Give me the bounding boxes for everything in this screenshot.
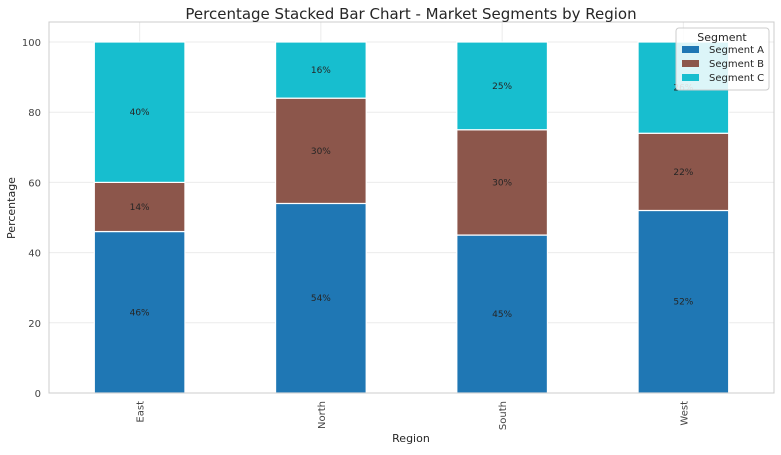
legend-swatch <box>682 74 699 81</box>
y-tick-label: 0 <box>35 389 41 400</box>
x-tick-label: West <box>679 401 690 426</box>
x-tick-label: East <box>136 401 147 423</box>
data-label: 40% <box>130 108 150 118</box>
data-label: 54% <box>311 294 331 304</box>
legend-entry: Segment C <box>709 73 764 84</box>
data-label: 45% <box>492 310 512 320</box>
data-label: 25% <box>492 82 512 92</box>
data-label: 14% <box>130 203 150 213</box>
data-label: 46% <box>130 308 150 318</box>
data-label: 22% <box>673 168 693 178</box>
y-tick-label: 100 <box>22 38 41 49</box>
x-tick-label: South <box>498 401 509 430</box>
bar-segment <box>274 97 367 205</box>
legend-entry: Segment B <box>709 59 764 70</box>
y-tick-label: 80 <box>28 108 41 119</box>
data-label: 30% <box>311 147 331 157</box>
legend-title: Segment <box>697 31 747 44</box>
data-label: 52% <box>673 298 693 308</box>
bar-segment <box>456 41 549 131</box>
legend-swatch <box>682 46 699 53</box>
y-axis-ticks: 0 20 40 60 80 100 <box>22 38 41 400</box>
legend-swatch <box>682 60 699 67</box>
x-axis-label: Region <box>392 432 430 445</box>
bar-segment <box>456 234 549 394</box>
legend-entry: Segment A <box>709 45 764 56</box>
data-label: 16% <box>311 66 331 76</box>
legend-box <box>675 27 770 91</box>
bar-segment <box>93 230 186 394</box>
bars <box>93 41 730 394</box>
bar-segment <box>93 181 186 233</box>
plot-frame <box>48 21 775 394</box>
y-tick-label: 20 <box>28 319 41 330</box>
y-axis-label: Percentage <box>5 177 18 239</box>
data-label: 30% <box>492 178 512 188</box>
chart-title: Percentage Stacked Bar Chart - Market Se… <box>185 5 636 23</box>
bar-segment <box>93 41 186 183</box>
legend-items: Segment A Segment B Segment C <box>682 45 764 84</box>
legend: Segment Segment A Segment B Segment C <box>675 27 770 91</box>
y-tick-label: 60 <box>28 178 41 189</box>
y-tick-label: 40 <box>28 249 41 260</box>
x-axis-ticks: East North South West <box>136 401 691 430</box>
bar-segment <box>637 209 730 394</box>
bar-segment <box>274 41 367 99</box>
x-tick-label: North <box>317 401 328 429</box>
bar-segment <box>456 129 549 236</box>
